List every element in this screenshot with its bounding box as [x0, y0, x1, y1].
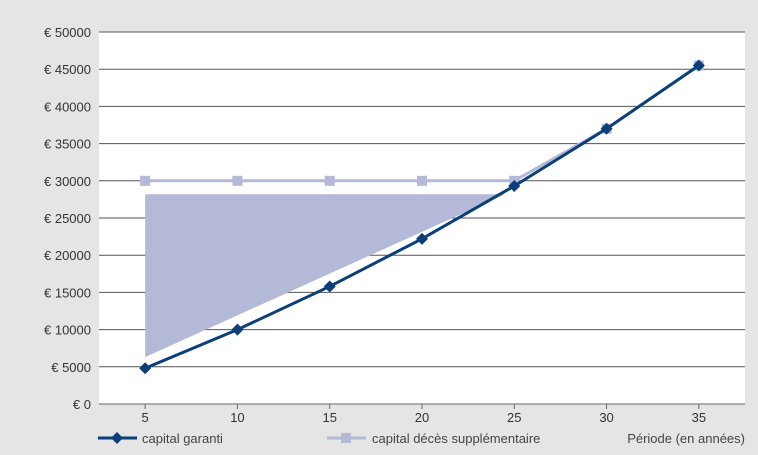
data-point-diamond	[323, 280, 336, 293]
data-point-diamond	[692, 59, 705, 72]
legend-diamond-marker	[111, 432, 123, 444]
data-point-square	[140, 175, 151, 186]
data-point-diamond	[139, 362, 152, 375]
x-tick-label: 25	[507, 410, 521, 425]
y-tick-label: € 45000	[44, 62, 91, 77]
x-axis-label: Période (en années)	[627, 431, 745, 446]
y-tick-label: € 40000	[44, 99, 91, 114]
x-tick-label: 10	[230, 410, 244, 425]
x-tick-labels: 5 10 15 20 25 30 35	[142, 404, 706, 425]
data-point-diamond	[600, 122, 613, 135]
legend-label-series-2: capital décès supplémentaire	[372, 431, 540, 446]
x-tick-label: 20	[415, 410, 429, 425]
x-tick-label: 30	[599, 410, 613, 425]
data-point-square	[324, 175, 335, 186]
y-tick-label: € 0	[73, 397, 91, 412]
x-tick-label: 5	[142, 410, 149, 425]
y-tick-labels: € 0 € 5000 € 10000 € 15000 € 20000 € 25000 € 3…	[44, 25, 91, 412]
y-tick-label: € 20000	[44, 248, 91, 263]
series-layer	[139, 59, 705, 375]
data-point-diamond	[508, 180, 521, 193]
y-tick-label: € 30000	[44, 174, 91, 189]
legend-label-series-1: capital garanti	[142, 431, 223, 446]
gridlines	[99, 31, 745, 405]
data-point-diamond	[416, 232, 428, 245]
legend-item-series-1: capital garanti	[98, 431, 223, 446]
legend-square-marker	[341, 433, 351, 443]
legend-item-series-2: capital décès supplémentaire	[327, 431, 540, 446]
data-point-square	[417, 175, 427, 186]
x-tick-label: 15	[322, 410, 336, 425]
y-tick-label: € 15000	[44, 285, 91, 300]
data-point-diamond	[231, 323, 244, 336]
y-tick-label: € 25000	[44, 211, 91, 226]
series-1	[139, 59, 705, 375]
x-tick-label: 35	[692, 410, 706, 425]
shaded-region	[145, 194, 506, 358]
y-tick-label: € 10000	[44, 323, 91, 338]
y-tick-label: € 5000	[51, 360, 91, 375]
legend: capital garanti capital décès supplément…	[98, 431, 745, 446]
y-tick-label: € 35000	[44, 137, 91, 152]
data-point-square	[232, 175, 243, 186]
y-tick-label: € 50000	[44, 25, 91, 40]
